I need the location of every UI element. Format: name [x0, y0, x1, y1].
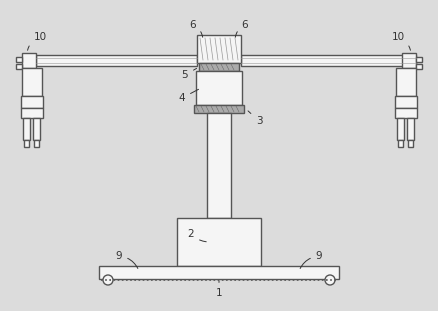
Bar — [408, 140, 413, 147]
Text: 5: 5 — [182, 68, 197, 80]
Bar — [24, 140, 29, 147]
Bar — [23, 118, 30, 140]
Bar — [207, 113, 231, 218]
Bar — [21, 96, 43, 108]
Bar — [22, 68, 42, 96]
Bar — [33, 118, 40, 140]
Bar — [34, 140, 39, 147]
Bar — [36, 55, 197, 66]
Text: 9: 9 — [116, 251, 138, 268]
Bar — [199, 63, 239, 71]
Text: 4: 4 — [179, 89, 198, 103]
Bar — [407, 118, 414, 140]
Bar — [396, 68, 416, 96]
Circle shape — [325, 275, 335, 285]
Bar — [395, 108, 417, 118]
Text: 6: 6 — [190, 20, 203, 37]
Bar — [397, 118, 404, 140]
Text: 10: 10 — [28, 32, 46, 50]
Bar — [402, 53, 416, 68]
Bar — [416, 57, 422, 62]
Bar — [21, 108, 43, 118]
Text: 2: 2 — [188, 229, 206, 242]
Bar — [197, 35, 241, 63]
Bar — [16, 64, 22, 69]
Text: 1: 1 — [215, 281, 223, 298]
Bar — [196, 71, 242, 105]
Bar — [177, 218, 261, 266]
Circle shape — [103, 275, 113, 285]
Bar — [416, 64, 422, 69]
Bar — [241, 55, 416, 66]
Text: 9: 9 — [300, 251, 322, 268]
Bar — [16, 57, 22, 62]
Bar — [22, 53, 36, 68]
Bar — [398, 140, 403, 147]
Bar — [99, 266, 339, 279]
Text: 3: 3 — [248, 111, 262, 126]
Text: 6: 6 — [235, 20, 248, 37]
Text: 10: 10 — [392, 32, 410, 50]
Bar — [194, 105, 244, 113]
Bar — [395, 96, 417, 108]
